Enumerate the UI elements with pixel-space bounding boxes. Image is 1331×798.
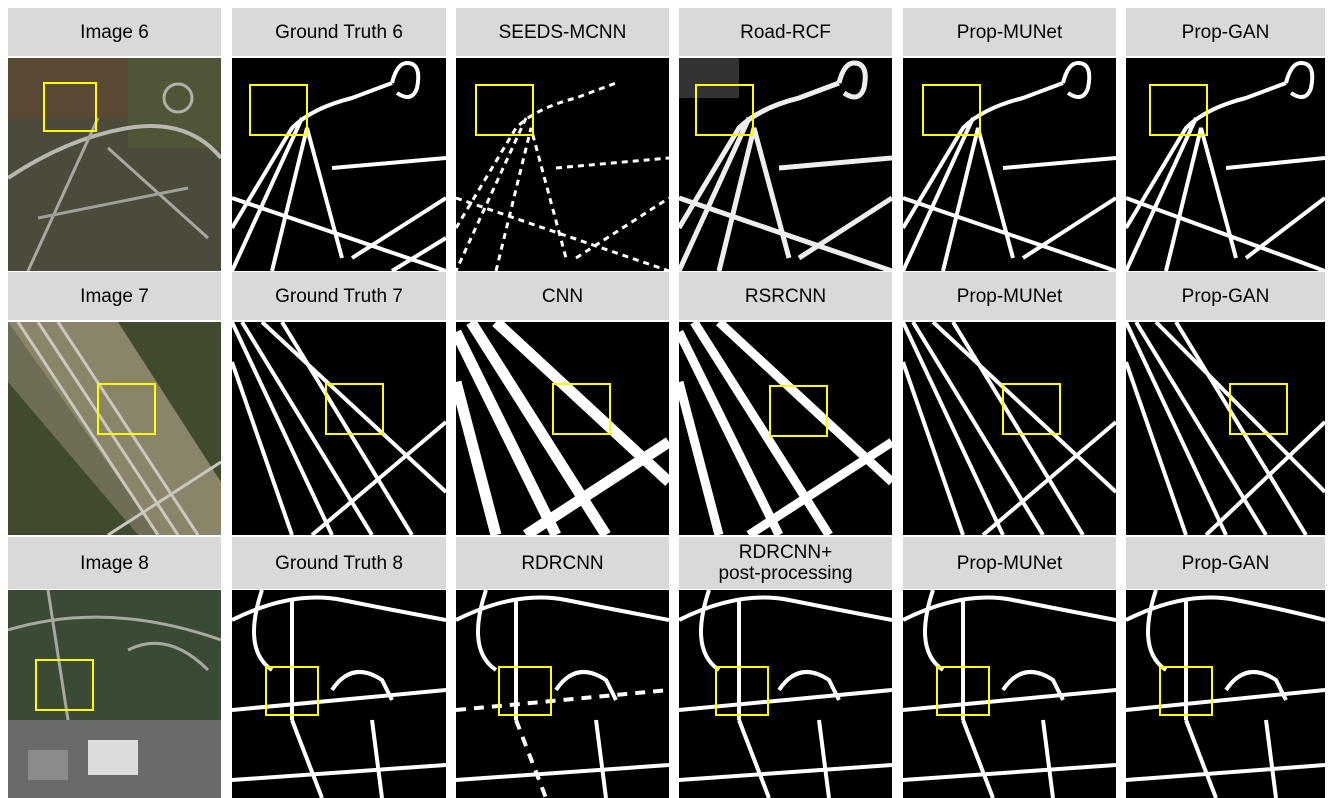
column-label: CNN [456,272,669,320]
column-label: Prop-GAN [1126,537,1325,589]
aerial-image [8,58,221,271]
column-label: Ground Truth 6 [232,8,446,56]
road-mask [679,322,892,535]
column-label: Prop-GAN [1126,8,1325,56]
column-label: Ground Truth 7 [232,272,446,320]
aerial-image [8,322,221,535]
column-label: SEEDS-MCNN [456,8,669,56]
column-label: RDRCNN+ post-processing [679,537,892,589]
road-mask [456,322,669,535]
column-label: Road-RCF [679,8,892,56]
road-mask [232,590,446,798]
road-mask [903,590,1116,798]
road-mask [456,590,669,798]
road-mask [232,58,446,271]
aerial-image [8,590,221,798]
road-mask [679,590,892,798]
road-mask [903,58,1116,271]
column-label: Image 6 [8,8,221,56]
column-label: Image 7 [8,272,221,320]
column-label: Prop-GAN [1126,272,1325,320]
road-mask [1126,58,1325,271]
column-label: Prop-MUNet [903,537,1116,589]
column-label: Image 8 [8,537,221,589]
column-label: Prop-MUNet [903,8,1116,56]
road-mask [1126,590,1325,798]
column-label: RDRCNN [456,537,669,589]
column-label: Ground Truth 8 [232,537,446,589]
road-mask [903,322,1116,535]
road-mask [679,58,892,271]
road-mask [1126,322,1325,535]
column-label: RSRCNN [679,272,892,320]
road-mask [232,322,446,535]
road-mask [456,58,669,271]
column-label: Prop-MUNet [903,272,1116,320]
